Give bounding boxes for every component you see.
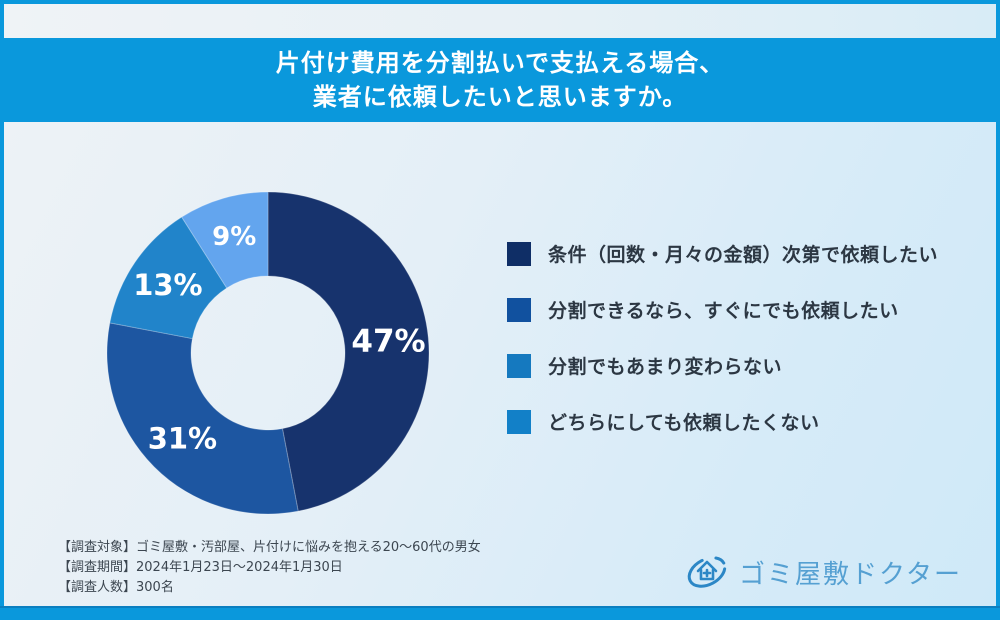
page-title-line-2: 業者に依頼したいと思いますか。 xyxy=(312,83,688,111)
brand-logo-icon xyxy=(687,556,727,588)
donut-slice-label-3: 13% xyxy=(133,268,202,302)
chart-area: 47% 31% 13% 9% 条件（回数・月々の金額）次第で依頼したい 分割できるなら、… xyxy=(4,122,996,608)
donut-chart: 47% 31% 13% 9% xyxy=(98,183,438,523)
donut-slice-label-4: 9% xyxy=(212,222,256,252)
legend: 条件（回数・月々の金額）次第で依頼したい 分割できるなら、すぐにでも依頼したい 分割… xyxy=(507,240,938,435)
donut-slice-4 xyxy=(181,191,269,289)
legend-item-1: 条件（回数・月々の金額）次第で依頼したい xyxy=(507,240,938,267)
donut-slice-3 xyxy=(109,216,228,340)
donut-slice-2 xyxy=(106,322,299,515)
survey-note-line-2: 【調査期間】2024年1月23日〜2024年1月30日 xyxy=(58,560,343,575)
survey-notes: 【調査対象】ゴミ屋敷・汚部屋、片付けに悩みを抱える20〜60代の男女 【調査期間】… xyxy=(58,538,481,598)
donut-slice-label-1: 47% xyxy=(351,324,425,360)
donut-slice-1 xyxy=(267,191,430,512)
survey-note-line-1: 【調査対象】ゴミ屋敷・汚部屋、片付けに悩みを抱える20〜60代の男女 xyxy=(58,540,481,555)
page-title-line-1: 片付け費用を分割払いで支払える場合、 xyxy=(275,49,725,77)
legend-label-3: 分割でもあまり変わらない xyxy=(548,356,783,378)
legend-swatch-2 xyxy=(507,297,531,322)
top-light-strip xyxy=(4,4,996,38)
legend-label-4: どちらにしても依頼したくない xyxy=(548,412,820,434)
legend-swatch-1 xyxy=(507,241,531,266)
donut-chart-svg: 47% 31% 13% 9% xyxy=(106,191,430,515)
legend-item-2: 分割できるなら、すぐにでも依頼したい xyxy=(507,296,938,323)
bottom-blue-strip xyxy=(0,606,1000,620)
legend-swatch-3 xyxy=(507,353,531,378)
brand-logo: ゴミ屋敷ドクター xyxy=(683,548,962,596)
title-band: 片付け費用を分割払いで支払える場合、 業者に依頼したいと思いますか。 xyxy=(0,38,1000,122)
legend-item-4: どちらにしても依頼したくない xyxy=(507,408,938,435)
donut-slice-label-2: 31% xyxy=(148,422,217,456)
legend-label-1: 条件（回数・月々の金額）次第で依頼したい xyxy=(548,244,939,266)
legend-item-3: 分割でもあまり変わらない xyxy=(507,352,938,379)
legend-swatch-4 xyxy=(507,409,531,434)
legend-label-2: 分割できるなら、すぐにでも依頼したい xyxy=(548,300,899,322)
brand-logo-text: ゴミ屋敷ドクター xyxy=(739,559,962,590)
survey-note-line-3: 【調査人数】300名 xyxy=(58,580,174,595)
